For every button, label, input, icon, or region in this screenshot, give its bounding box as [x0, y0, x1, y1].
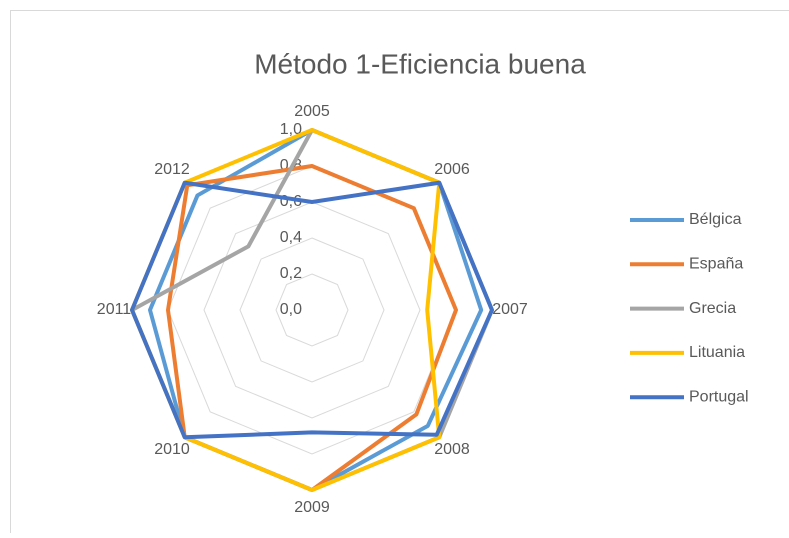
category-label: 2005: [294, 103, 330, 120]
category-label: 2011: [97, 301, 132, 318]
legend-label: España: [689, 256, 743, 273]
category-label: 2007: [492, 301, 528, 318]
grid-ring: [204, 202, 420, 418]
category-label: 2006: [434, 161, 470, 178]
category-label: 2009: [294, 499, 330, 516]
r-tick-label: 0,4: [280, 229, 302, 246]
legend-label: Grecia: [689, 300, 736, 317]
r-tick-label: 0,0: [280, 301, 302, 318]
legend-label: Lituania: [689, 344, 745, 361]
category-label: 2008: [434, 441, 470, 458]
chart-title: Método 1-Eficiencia buena: [254, 48, 586, 79]
legend-label: Portugal: [689, 388, 749, 405]
grid-ring: [240, 238, 384, 382]
legend-label: Bélgica: [689, 211, 742, 228]
r-tick-label: 0,2: [280, 265, 302, 282]
category-label: 2010: [154, 441, 190, 458]
category-label: 2012: [154, 161, 190, 178]
